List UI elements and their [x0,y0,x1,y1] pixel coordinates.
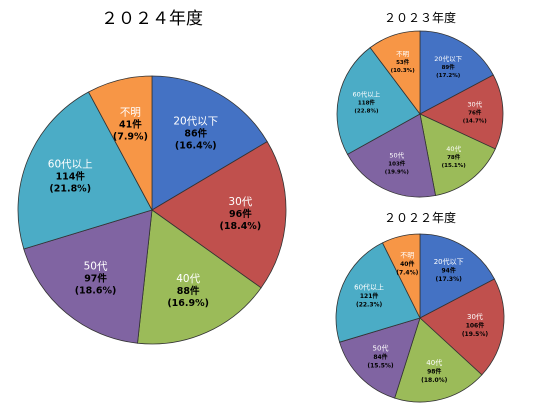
chart-2023-slice-0 [419,30,494,115]
chart-2023-slice-1 [419,74,504,150]
chart-2023-slice-2 [419,113,496,196]
chart-2023-slice-3 [346,113,437,198]
chart-2023-slice-2-name: 40代 [446,144,461,153]
chart-2022-slice-0-pct: (17.3%) [436,276,463,283]
chart-2024-title: ２０２４年度 [101,9,203,29]
chart-2024-slice-4-count: 114件 [56,171,86,183]
chart-2023-slice-4-pct: (22.8%) [354,109,379,115]
chart-2024-slice-5 [87,75,153,211]
chart-2024-slice-3 [23,209,153,344]
chart-2022-slice-5 [381,233,421,319]
chart-2024-slice-5-count: 41件 [119,119,142,131]
chart-2024-slice-4 [17,91,153,250]
chart-2023-slice-0-pct: (17.2%) [436,73,461,79]
chart-2023-slice-5 [369,30,421,116]
chart-2024-slice-4-pct: (21.8%) [49,184,91,195]
chart-2022-slice-1-name: 30代 [467,312,483,321]
chart-2023-slice-1-name: 30代 [467,99,482,108]
chart-2022-slice-0-count: 94件 [442,267,456,275]
chart-2023-slice-3-name: 50代 [389,151,404,160]
chart-2022-slice-4 [335,242,421,343]
chart-2022-slice-0-name: 20代以下 [434,257,464,266]
chart-2024-slice-0-count: 86件 [184,127,207,139]
chart-2024-slice-4-name: 60代以上 [48,159,93,171]
chart-2022-slice-3-name: 50代 [373,344,389,353]
chart-2023-slice-3-pct: (19.9%) [385,170,410,176]
chart-2022-title: ２０２２年度 [384,210,456,225]
chart-2024-slice-5-name: 不明 [120,107,141,119]
chart-2023-slice-5-pct: (10.3%) [391,68,416,74]
chart-2022-slice-5-pct: (7.4%) [396,270,418,277]
chart-2022-slice-5-name: 不明 [400,252,414,260]
chart-2022-slice-4-pct: (22.3%) [356,302,383,309]
chart-2022-slice-0 [419,233,495,319]
chart-2022-slice-1 [419,278,505,376]
chart-2023-slice-5-count: 53件 [396,58,410,66]
chart-2024-slice-0-name: 20代以下 [173,115,218,127]
chart-2023-slice-3-count: 103件 [388,160,405,168]
chart-2022-slice-4-count: 121件 [360,292,379,300]
chart-2024-slice-3-pct: (18.6%) [75,285,117,296]
chart-2022-slice-2 [394,317,483,403]
chart-2023-slice-4-count: 118件 [358,99,375,107]
chart-2023-title: ２０２３年度 [384,10,456,25]
chart-2022-slice-2-name: 40代 [426,358,442,367]
chart-2024-slice-1-count: 96件 [229,208,252,220]
chart-2023-slice-2-pct: (15.1%) [442,163,467,169]
chart-2024-slice-2-count: 88件 [177,285,200,297]
chart-2024-slice-2 [137,209,262,345]
chart-2023-slice-0-count: 89件 [442,63,456,71]
chart-2022-slice-2-count: 98件 [427,368,441,376]
chart-2024-slice-5-pct: (7.9%) [113,132,148,143]
chart-2022-slice-3-pct: (15.5%) [367,363,394,370]
chart-2022-slice-1-count: 106件 [466,321,485,329]
chart-2022-slice-3 [339,317,421,399]
chart-2024-slice-1-pct: (18.4%) [220,221,262,232]
chart-2024-slice-3-count: 97件 [84,272,107,284]
chart-2022-slice-5-count: 40件 [400,260,414,268]
chart-2024-slice-3-name: 50代 [84,260,108,272]
chart-2023-slice-1-pct: (14.7%) [463,118,488,124]
chart-2022-slice-3-count: 84件 [373,353,387,361]
chart-2023-slice-4 [336,47,421,155]
chart-2023-slice-2-count: 78件 [447,153,461,161]
chart-2022-slice-2-pct: (18.0%) [421,377,448,384]
chart-2024-slice-0 [151,75,268,211]
chart-2022-slice-4-name: 60代以上 [354,283,384,292]
chart-2024-slice-2-name: 40代 [176,273,200,285]
chart-2023-slice-4-name: 60代以上 [353,90,381,99]
chart-2023-slice-0-name: 20代以下 [434,54,462,63]
chart-2024-slice-0-pct: (16.4%) [175,140,217,151]
chart-2022-slice-1-pct: (19.5%) [462,331,489,338]
chart-2024-slice-1-name: 30代 [228,196,252,208]
chart-2023-slice-5-name: 不明 [396,50,410,58]
chart-2023-slice-1-count: 76件 [468,108,482,116]
chart-2024-slice-1 [151,141,287,289]
chart-2024-slice-2-pct: (16.9%) [167,298,209,309]
